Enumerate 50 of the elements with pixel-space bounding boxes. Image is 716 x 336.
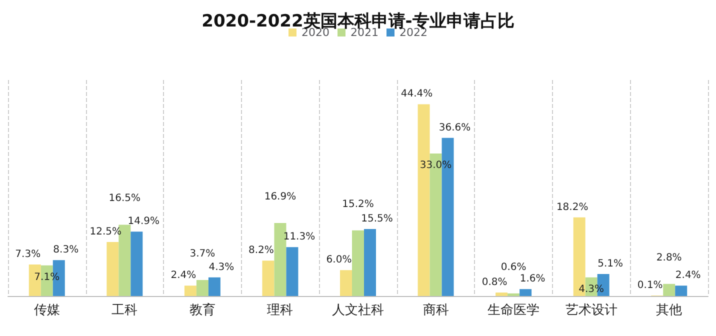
data-label: 16.5%: [108, 193, 141, 204]
data-label: 2.4%: [675, 270, 701, 282]
legend-label: 2021: [350, 26, 379, 39]
x-tick-label: 其他: [656, 303, 682, 318]
bar: [340, 270, 352, 296]
bar: [262, 260, 274, 296]
data-label: 15.2%: [342, 198, 374, 210]
bar: [352, 230, 364, 296]
x-tick-label: 生命医学: [488, 303, 540, 318]
data-label: 2.8%: [656, 252, 682, 264]
x-tick-label: 教育: [189, 302, 216, 318]
data-label: 15.5%: [361, 214, 393, 225]
bar: [130, 232, 143, 296]
data-label: 5.1%: [598, 258, 624, 270]
data-label: 1.6%: [520, 274, 546, 285]
bar: [286, 247, 298, 296]
bar: [274, 222, 286, 296]
data-label: 11.3%: [283, 232, 316, 243]
data-label: 0.8%: [482, 277, 508, 288]
data-label: 14.9%: [128, 216, 160, 228]
bar: [675, 286, 688, 296]
bar: [106, 242, 119, 296]
data-label: 3.7%: [190, 248, 216, 260]
bar: [364, 229, 376, 296]
data-label: 18.2%: [556, 202, 588, 213]
data-label: 0.1%: [637, 280, 663, 292]
data-label: 8.2%: [248, 245, 274, 256]
data-label: 4.3%: [208, 262, 234, 273]
bar: [208, 277, 220, 296]
data-label: 36.6%: [438, 122, 471, 134]
data-label: 6.0%: [326, 254, 352, 266]
x-tick-label: 工科: [112, 303, 138, 318]
bar: [196, 280, 208, 296]
x-tick-label: 人文社科: [332, 303, 384, 318]
data-label: 12.5%: [90, 226, 122, 238]
bar: [520, 289, 532, 296]
x-tick-label: 理科: [267, 303, 294, 318]
bar: [496, 292, 508, 296]
x-tick-label: 商科: [422, 303, 449, 318]
data-label: 44.4%: [400, 88, 433, 100]
data-label: 16.9%: [264, 191, 296, 202]
bar: [508, 293, 520, 296]
x-tick-label: 传媒: [34, 303, 60, 318]
bar: [184, 286, 196, 296]
x-tick-label: 艺术设计: [565, 303, 618, 318]
data-label: 0.6%: [500, 262, 526, 273]
data-label: 8.3%: [53, 244, 79, 256]
bar: [663, 284, 676, 296]
data-label: 7.3%: [15, 248, 41, 260]
data-label: 2.4%: [170, 270, 196, 282]
